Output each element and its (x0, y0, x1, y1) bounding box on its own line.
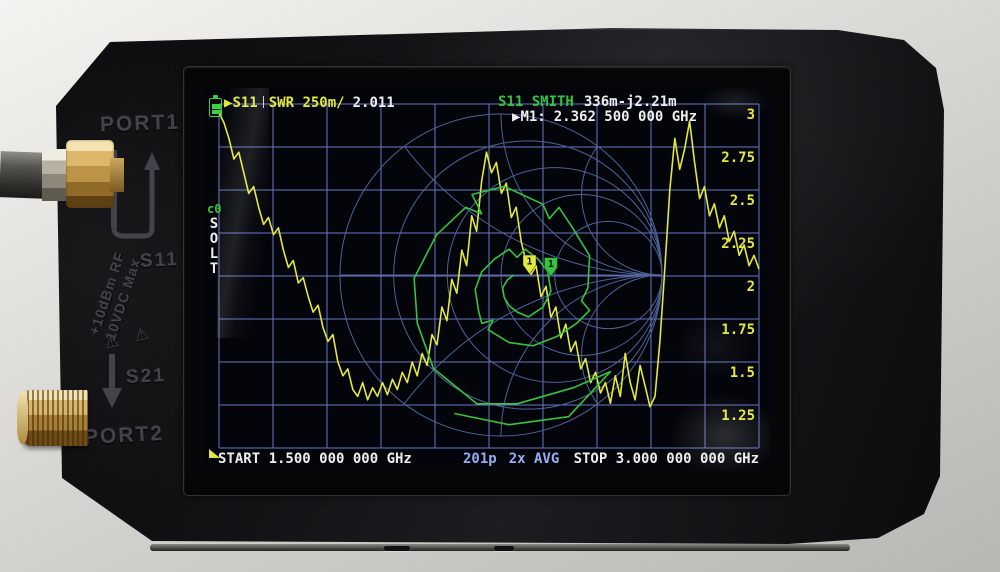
marker-flag[interactable]: 1 (544, 257, 558, 278)
swr-trace (218, 112, 760, 408)
marker-flag[interactable]: 1 (522, 254, 537, 275)
trace0-name: S11 (232, 95, 258, 111)
port2-sma-connector (22, 390, 88, 446)
swr-scale-label: 1.5 (729, 365, 755, 381)
port1-connector-collar (110, 158, 124, 192)
sweep-position-wedge (209, 449, 220, 458)
smith-trace (413, 185, 612, 426)
trace1-status-row[interactable]: S11 SMITH 336m-j2.21m (498, 95, 677, 110)
swr-scale-label: 1.75 (721, 322, 755, 338)
smith-chart-grid (339, 113, 663, 437)
battery-bar (211, 104, 221, 109)
swr-scale-label: 2.75 (721, 150, 755, 166)
trace0-status-row[interactable]: ▶S11 SWR 250m/2.011 (224, 96, 395, 111)
battery-bar (211, 109, 221, 114)
s21-down-arrow-icon (102, 354, 122, 408)
cal-flag: S (209, 216, 219, 232)
bottom-port-slot (384, 546, 410, 551)
trace1-value: 336m-j2.21m (583, 94, 677, 110)
trace0-value: 2.011 (352, 95, 395, 111)
marker-cursor: ▶ (512, 109, 521, 125)
svg-text:1: 1 (526, 257, 532, 268)
port1-sma-connector (66, 140, 114, 208)
marker-frequency: 2.362 500 000 GHz (553, 109, 698, 125)
port2-label: PORT2 (83, 421, 165, 450)
bottom-port-slot (494, 546, 514, 551)
port1-label: PORT1 (99, 110, 181, 137)
cal-flag: L (209, 246, 219, 262)
trace0-cursor: ▶ (224, 95, 233, 111)
svg-text:1: 1 (548, 259, 554, 270)
cal-flag: O (209, 231, 219, 247)
battery-icon (209, 95, 222, 117)
swr-scale-label: 2.25 (721, 236, 755, 252)
s21-label: S21 (125, 364, 167, 389)
sweep-start: START 1.500 000 000 GHz (218, 451, 412, 467)
cal-slot: c0 (207, 202, 222, 216)
port2-connector-cap (17, 392, 28, 444)
swr-scale-label: 1.25 (721, 408, 755, 424)
status-divider (262, 96, 264, 108)
sweep-avg: 2x AVG (508, 451, 560, 467)
sweep-settings: 201p 2x AVG (463, 452, 559, 467)
sweep-stop: STOP 3.000 000 000 GHz (573, 451, 759, 467)
swr-scale-label: 2.5 (729, 193, 755, 209)
battery-nub (212, 95, 218, 98)
sweep-points: 201p (463, 451, 497, 467)
graticule (218, 103, 760, 449)
marker-label: M1: (520, 109, 546, 125)
marker-readout-row[interactable]: ▶M1: 2.362 500 000 GHz (512, 110, 697, 125)
swr-scale-label: 2 (746, 279, 755, 295)
cal-flag: T (209, 261, 219, 277)
swr-scale-label: 3 (746, 107, 755, 123)
battery-shell (209, 98, 222, 117)
trace1-name: S11 SMITH (498, 94, 574, 110)
body-top-highlight (124, 28, 858, 30)
trace0-scale: SWR 250m/ (268, 95, 345, 111)
